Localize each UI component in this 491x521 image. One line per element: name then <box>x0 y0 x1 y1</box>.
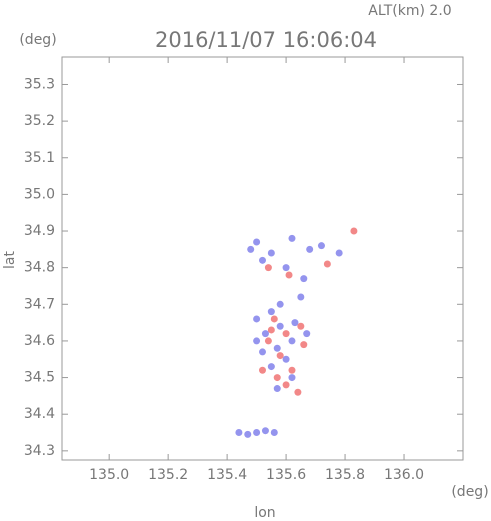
echo-point <box>261 330 269 338</box>
x-tick-label: 135.4 <box>207 467 247 483</box>
echo-point <box>317 242 325 250</box>
echo-point <box>282 264 290 272</box>
echo-point <box>294 388 302 396</box>
echo-point <box>276 300 284 308</box>
echo-point <box>300 341 308 349</box>
chart-title: 2016/11/07 16:06:04 <box>155 28 377 52</box>
y-tick-label: 34.8 <box>24 260 55 276</box>
altitude-label: ALT(km) 2.0 <box>368 3 451 19</box>
y-tick-label: 34.3 <box>24 443 55 459</box>
echo-point <box>267 249 275 257</box>
echo-point <box>282 330 290 338</box>
echo-point <box>297 293 305 301</box>
echo-point <box>323 260 331 268</box>
echo-point <box>288 337 296 345</box>
x-tick-label: 135.0 <box>89 467 129 483</box>
echo-point <box>270 429 278 437</box>
echo-point <box>273 344 281 352</box>
echo-point <box>288 366 296 374</box>
echo-point <box>244 430 252 438</box>
x-tick-label: 135.8 <box>325 467 365 483</box>
echo-point <box>288 374 296 382</box>
echo-point <box>261 427 269 435</box>
echo-point <box>247 245 255 253</box>
echo-point <box>276 352 284 360</box>
y-tick-label: 34.7 <box>24 296 55 312</box>
echo-point <box>235 429 243 437</box>
y-tick-label: 35.1 <box>24 150 55 166</box>
echo-point <box>264 264 272 272</box>
echo-point <box>282 355 290 363</box>
y-tick-label: 35.3 <box>24 76 55 92</box>
echo-point <box>253 238 261 246</box>
echo-point <box>303 330 311 338</box>
y-tick-label: 34.6 <box>24 333 55 349</box>
echo-point <box>282 381 290 389</box>
echo-point <box>267 326 275 334</box>
echo-point <box>350 227 358 235</box>
echo-point <box>267 363 275 371</box>
y-tick-label: 34.5 <box>24 370 55 386</box>
y-unit: (deg) <box>19 32 56 48</box>
echo-point <box>285 271 293 279</box>
x-unit: (deg) <box>451 484 488 500</box>
echo-point <box>273 374 281 382</box>
echo-point <box>306 245 314 253</box>
echo-point <box>259 366 266 374</box>
echo-point <box>267 308 275 316</box>
y-axis-label: lat <box>2 251 18 269</box>
x-tick-label: 136.0 <box>384 467 424 483</box>
echo-point <box>291 319 299 327</box>
echo-point <box>253 315 261 323</box>
y-tick-label: 35.0 <box>24 186 55 202</box>
echo-point <box>253 429 261 437</box>
echo-point <box>273 385 281 393</box>
echo-point <box>276 322 284 330</box>
echo-point <box>288 234 296 242</box>
echo-point <box>264 337 272 345</box>
y-tick-label: 35.2 <box>24 113 55 129</box>
plot-frame <box>61 56 464 461</box>
echo-point <box>335 249 343 257</box>
y-tick-label: 34.9 <box>24 223 55 239</box>
x-tick-label: 135.2 <box>148 467 188 483</box>
x-axis-label: lon <box>254 505 275 521</box>
y-tick-label: 34.4 <box>24 406 55 422</box>
echo-point <box>270 315 278 323</box>
echo-point <box>259 256 266 264</box>
echo-point <box>253 337 261 345</box>
echo-point <box>259 348 266 356</box>
echo-point <box>300 275 308 283</box>
x-tick-label: 135.6 <box>266 467 306 483</box>
echo-point <box>297 322 305 330</box>
